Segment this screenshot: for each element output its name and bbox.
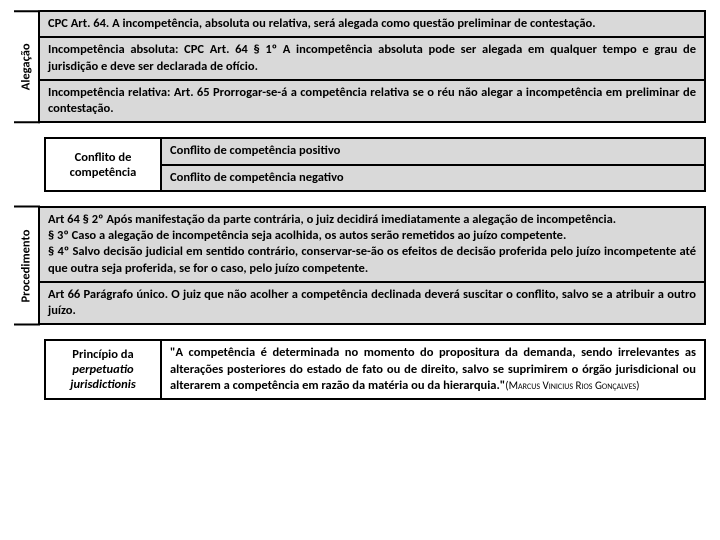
section-perpetuatio: Princípio da perpetuatio jurisdictionis … [14,339,706,400]
alegacao-row-3: Incompetência relativa: Art. 65 Prorroga… [40,81,706,124]
perpetuatio-text: "A competência é determinada no momento … [162,339,706,400]
procedimento-row-2: Art 66 Parágrafo único. O juiz que não a… [40,283,706,326]
section-procedimento-rows: Art 64 § 2º Após manifestação da parte c… [40,206,706,326]
perpetuatio-label-line2: perpetuatio jurisdictionis [54,362,152,392]
procedimento-row-1: Art 64 § 2º Após manifestação da parte c… [40,206,706,283]
section-perpetuatio-rows: "A competência é determinada no momento … [162,339,706,400]
section-alegacao-rows: CPC Art. 64. A incompetência, absoluta o… [40,10,706,123]
conflito-row-1: Conflito de competência positivo [162,137,706,165]
section-perpetuatio-label: Princípio da perpetuatio jurisdictionis [44,339,162,400]
section-procedimento-label: Procedimento [14,206,40,326]
section-conflito: Conflito de competência Conflito de comp… [14,137,706,192]
section-conflito-rows: Conflito de competência positivo Conflit… [162,137,706,192]
perpetuatio-attribution: (Marcus Vinicius Rios Gonçalves) [505,379,639,392]
alegacao-row-2: Incompetência absoluta: CPC Art. 64 § 1º… [40,38,706,81]
perpetuatio-label-line1: Princípio da [72,347,133,362]
section-procedimento: Procedimento Art 64 § 2º Após manifestaç… [14,206,706,326]
section-alegacao: Alegação CPC Art. 64. A incompetência, a… [14,10,706,123]
alegacao-row-1: CPC Art. 64. A incompetência, absoluta o… [40,10,706,38]
section-alegacao-label: Alegação [14,10,40,123]
section-conflito-label: Conflito de competência [44,137,162,192]
conflito-row-2: Conflito de competência negativo [162,166,706,192]
